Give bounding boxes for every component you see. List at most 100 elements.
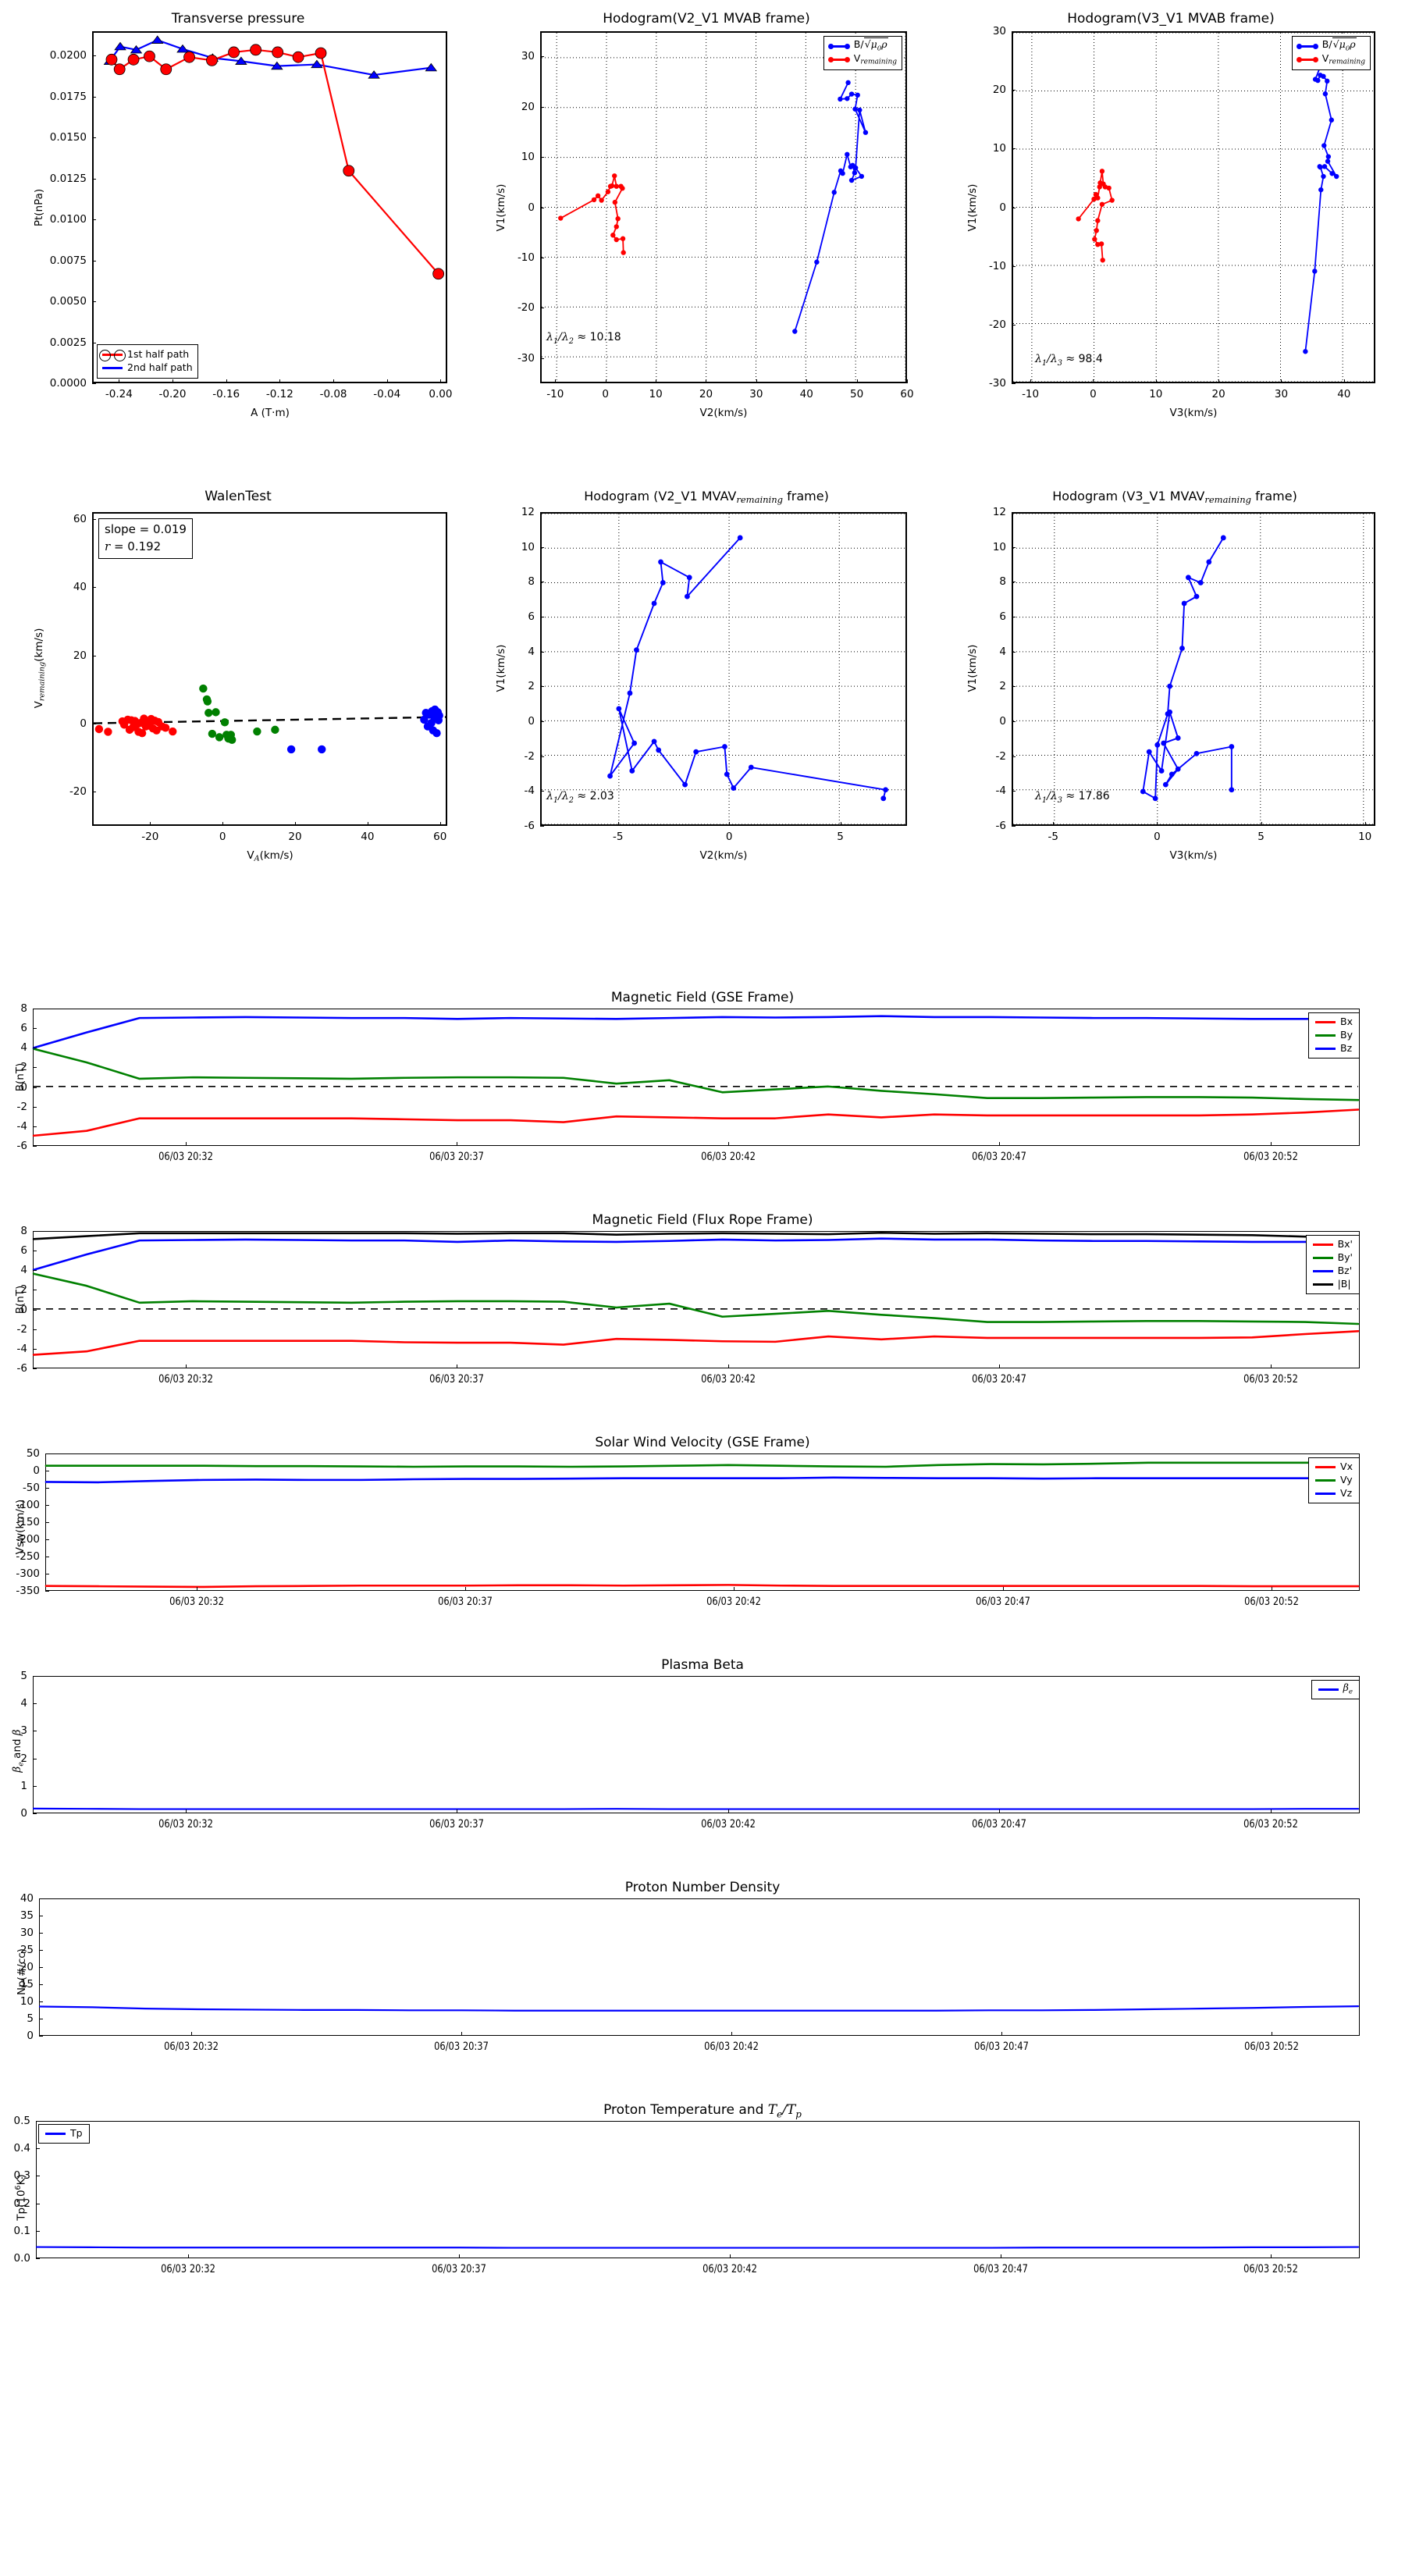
y-tick-label: -200: [16, 1533, 40, 1546]
plot-area: Bx' By' Bz' |B|: [32, 1231, 1360, 1368]
y-tick-mark: [92, 587, 96, 589]
x-tick-mark: [729, 2254, 731, 2258]
panel-plasma-beta: Plasma Beta βe 06/03 20:32 06/03 20:37 06/…: [0, 1651, 1405, 1854]
y-axis-label: Vsw(km/s): [14, 1499, 27, 1555]
x-tick-label: 20: [288, 831, 302, 843]
x-tick-mark: [1002, 1587, 1004, 1591]
y-tick-mark: [33, 1348, 37, 1350]
x-tick-label: 06/03 20:42: [703, 2041, 759, 2053]
y-tick-mark: [33, 1785, 37, 1787]
x-tick-mark: [465, 1587, 467, 1591]
x-tick-label: 06/03 20:42: [702, 2263, 757, 2275]
x-axis-label: V3(km/s): [1169, 849, 1218, 862]
y-tick-mark: [33, 1106, 37, 1108]
panel-title: Proton Temperature and Te/Tp: [603, 2102, 802, 2120]
panel-hodogram-v3v1-mvav: Hodogram (V3_V1 MVAVremaining frame) -5 0…: [937, 461, 1405, 898]
y-tick-label: 20: [20, 1961, 34, 1973]
x-tick-label: 06/03 20:47: [973, 2041, 1029, 2053]
y-tick-label: 35: [20, 1909, 34, 1922]
y-axis-label: Vremaining(km/s): [33, 628, 47, 709]
legend-entry: B/√μ0ρ: [1296, 37, 1365, 53]
y-axis-label: Tp(106K): [14, 2174, 28, 2221]
panel-title: Hodogram(V2_V1 MVAB frame): [603, 11, 810, 27]
y-tick-mark: [92, 55, 96, 57]
y-tick-label: 40: [73, 581, 87, 594]
x-tick-label: 40: [361, 831, 375, 843]
y-tick-label: 10: [992, 142, 1006, 155]
x-tick-label: 0: [1154, 831, 1161, 843]
y-tick-mark: [92, 301, 96, 303]
x-tick-mark: [1271, 1809, 1272, 1813]
legend-entry: By: [1315, 1029, 1353, 1042]
x-tick-label: -20: [141, 831, 159, 843]
legend-entry: Bx: [1315, 1016, 1353, 1029]
legend-plasma-beta: βe: [1311, 1680, 1360, 1699]
y-tick-label: -250: [16, 1550, 40, 1563]
y-tick-mark: [92, 260, 96, 262]
x-tick-label: 40: [799, 388, 813, 400]
x-tick-label: 06/03 20:52: [1243, 2263, 1299, 2275]
y-tick-label: 0.3: [13, 2169, 30, 2183]
fit-info-box: slope = 0.019 r = 0.192: [98, 518, 193, 559]
legend-label: Vz: [1340, 1487, 1353, 1500]
plot-svg: [44, 1461, 1360, 1589]
y-tick-mark: [92, 137, 96, 139]
fit-slope: slope = 0.019: [105, 522, 187, 536]
y-tick-label: 15: [20, 1978, 34, 1991]
y-tick-label: 50: [26, 1447, 40, 1460]
legend-label: Bx: [1340, 1016, 1353, 1028]
y-tick-mark: [540, 791, 544, 792]
plot-area: [540, 512, 907, 826]
legend-label: Bz: [1340, 1042, 1353, 1055]
y-tick-label: 8: [20, 1225, 27, 1237]
y-tick-label: 6: [999, 610, 1006, 623]
y-tick-mark: [33, 1703, 37, 1705]
y-tick-label: -20: [69, 785, 87, 799]
y-tick-mark: [39, 1933, 43, 1934]
y-tick-label: 10: [20, 1995, 34, 2008]
x-tick-mark: [386, 379, 388, 383]
x-tick-label: 06/03 20:32: [169, 1596, 224, 1608]
y-tick-label: -6: [16, 1140, 27, 1152]
x-tick-label: 5: [837, 831, 844, 843]
plot-area: slope = 0.019 r = 0.192: [92, 512, 447, 826]
y-tick-mark: [33, 1676, 37, 1677]
y-tick-label: 0: [528, 715, 535, 728]
y-tick-label: 0.0200: [49, 49, 87, 62]
y-tick-label: 0: [20, 1807, 27, 1820]
legend-swatch-bz-icon: [1315, 1048, 1336, 1050]
y-tick-label: 0: [20, 1080, 27, 1094]
legend-entry: Vremaining: [827, 52, 897, 66]
legend-label: 2nd half path: [127, 361, 193, 374]
x-tick-label: 40: [1337, 388, 1351, 400]
y-tick-mark: [45, 1591, 49, 1592]
legend-swatch-bx-icon: [1315, 1021, 1336, 1023]
x-tick-mark: [439, 822, 441, 826]
x-tick-mark: [461, 2032, 462, 2036]
x-tick-mark: [617, 822, 619, 826]
x-axis-label: V2(km/s): [699, 849, 748, 862]
y-tick-label: 0: [80, 717, 87, 730]
y-tick-mark: [1012, 791, 1016, 792]
x-tick-label: 0: [602, 388, 609, 400]
x-tick-label: 5: [1257, 831, 1264, 843]
y-tick-label: -4: [995, 785, 1006, 798]
x-tick-label: 06/03 20:42: [700, 1373, 756, 1386]
y-tick-label: 0: [33, 1464, 40, 1477]
y-tick-mark: [39, 2036, 43, 2037]
legend-label-alfven: B/√μ0ρ: [1321, 37, 1357, 53]
legend-swatch-beta-e-icon: [1318, 1688, 1339, 1691]
x-tick-mark: [226, 379, 227, 383]
y-tick-label: 30: [521, 50, 535, 63]
panel-title: Hodogram (V2_V1 MVAVremaining frame): [584, 489, 829, 505]
y-tick-mark: [33, 1270, 37, 1272]
legend-entry: 2nd half path: [102, 361, 193, 375]
x-tick-mark: [729, 822, 731, 826]
y-tick-mark: [1012, 148, 1016, 150]
y-tick-label: -2: [16, 1322, 27, 1336]
x-tick-mark: [734, 1587, 735, 1591]
x-tick-mark: [1001, 2032, 1002, 2036]
y-tick-mark: [1012, 651, 1016, 653]
y-tick-mark: [45, 1522, 49, 1523]
y-tick-label: -30: [988, 377, 1006, 390]
